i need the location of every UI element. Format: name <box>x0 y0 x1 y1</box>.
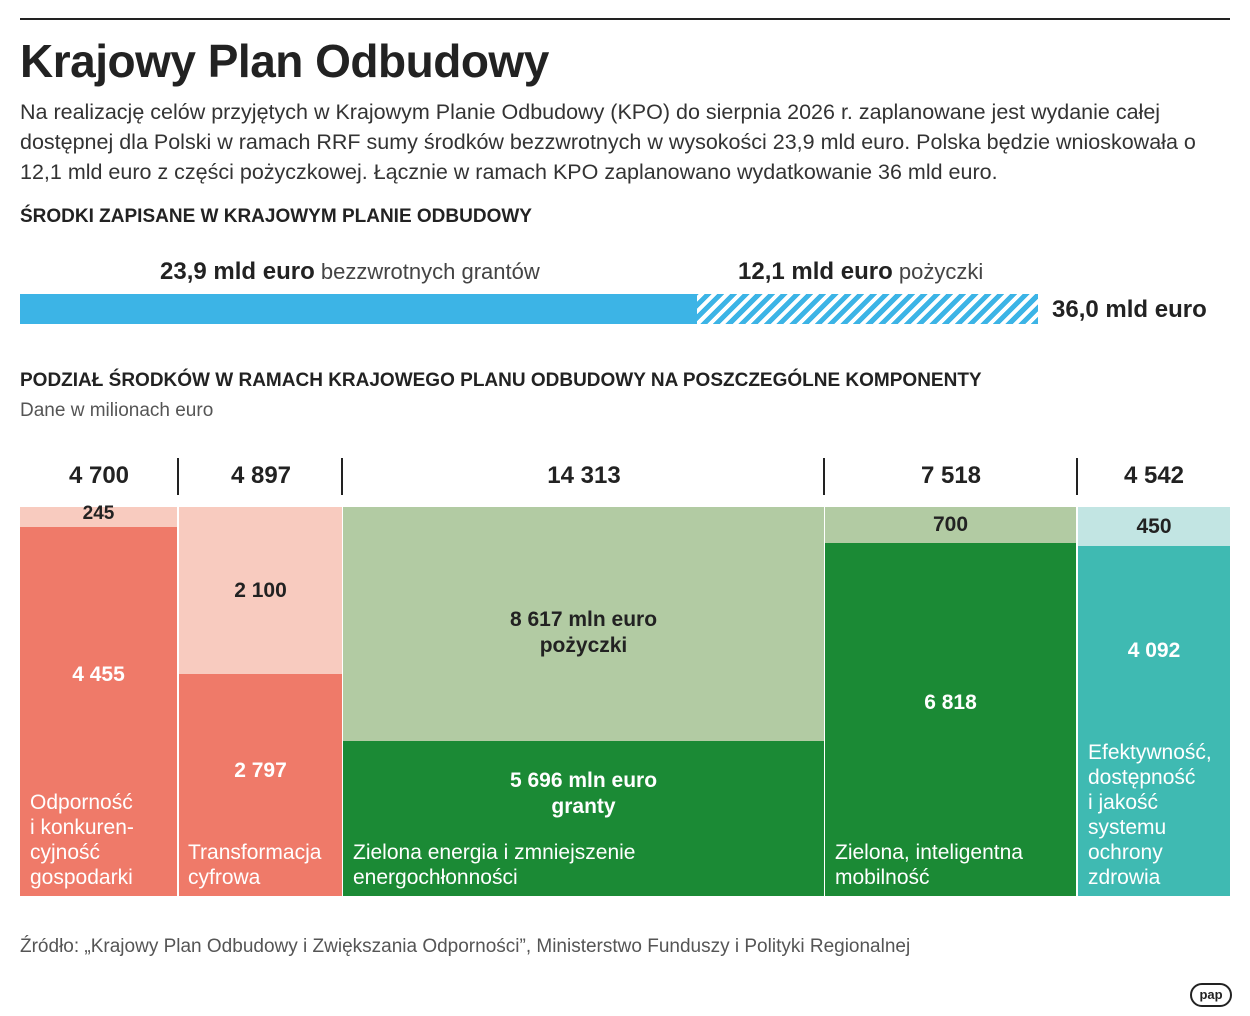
intro-paragraph: Na realizację celów przyjętych w Krajowy… <box>20 100 1196 184</box>
loans-bar <box>697 294 1038 324</box>
grant-segment: 4 455 Odporność i konkuren- cyjność gosp… <box>20 527 177 896</box>
component-label: Efektywność, dostępność i jakość systemu… <box>1088 741 1212 889</box>
funds-heading: ŚRODKI ZAPISANE W KRAJOWYM PLANIE ODBUDO… <box>20 206 532 227</box>
loans-text: pożyczki <box>898 259 984 284</box>
component-label: Zielona energia i zmniejszenie energochł… <box>353 841 636 889</box>
grant-value: 2 797 <box>234 759 287 782</box>
loan-segment: 2 100 <box>179 507 342 674</box>
pap-logo: pap <box>1190 983 1232 1007</box>
total-component-3: 14 313 <box>547 462 621 489</box>
loan-segment: 700 <box>825 507 1076 543</box>
grant-value: 6 818 <box>924 691 977 714</box>
total-component-1: 4 700 <box>68 462 130 489</box>
component-label: Zielona, inteligentna mobilność <box>835 841 1023 889</box>
column-component-3: 8 617 mln euro pożyczki 5 696 mln euro g… <box>343 507 824 896</box>
total-component-4: 7 518 <box>920 462 982 489</box>
loan-value: 245 <box>82 503 115 524</box>
grant-segment: 2 797 Transformacja cyfrowa <box>179 674 342 896</box>
grants-value: 23,9 mld euro <box>160 258 315 285</box>
column-component-4: 700 6 818 Zielona, inteligentna mobilnoś… <box>825 507 1076 896</box>
total-label: 36,0 mld euro <box>1052 296 1207 323</box>
loan-value: 2 100 <box>234 579 287 602</box>
top-rule <box>20 18 1230 20</box>
loans-label: 12,1 mld euro pożyczki <box>738 258 983 286</box>
grant-value: 5 696 mln euro granty <box>509 769 658 818</box>
component-label: Odporność i konkuren- cyjność gospodarki <box>30 791 134 889</box>
total-component-2: 4 897 <box>230 462 292 489</box>
loan-value: 450 <box>1136 515 1172 538</box>
column-component-5: 450 4 092 Efektywność, dostępność i jako… <box>1078 507 1230 896</box>
grant-segment: 6 818 Zielona, inteligentna mobilność <box>825 543 1076 896</box>
loans-value: 12,1 mld euro <box>738 258 893 285</box>
grants-label: 23,9 mld euro bezzwrotnych grantów <box>160 258 540 286</box>
component-label: Transformacja cyfrowa <box>188 841 322 889</box>
grant-value: 4 455 <box>72 663 125 686</box>
grants-bar <box>20 294 697 324</box>
units-note: Dane w milionach euro <box>20 400 214 421</box>
loan-segment: 245 <box>20 503 177 527</box>
source-note: Źródło: „Krajowy Plan Odbudowy i Zwiększ… <box>20 936 911 957</box>
column-separator <box>177 458 179 495</box>
loan-value: 8 617 mln euro pożyczki <box>509 608 658 657</box>
components-heading: PODZIAŁ ŚRODKÓW W RAMACH KRAJOWEGO PLANU… <box>20 370 982 391</box>
grant-segment: 5 696 mln euro granty Zielona energia i … <box>343 741 824 896</box>
column-component-1: 245 4 455 Odporność i konkuren- cyjność … <box>20 503 177 896</box>
column-separator <box>823 458 825 495</box>
page-title: Krajowy Plan Odbudowy <box>20 35 549 87</box>
column-separator <box>341 458 343 495</box>
loan-value: 700 <box>932 513 969 536</box>
loan-segment: 8 617 mln euro pożyczki <box>343 507 824 741</box>
grant-value: 4 092 <box>1127 639 1181 662</box>
total-component-5: 4 542 <box>1123 462 1185 489</box>
column-component-2: 2 100 2 797 Transformacja cyfrowa <box>179 507 342 896</box>
grants-text: bezzwrotnych grantów <box>320 259 540 284</box>
grant-segment: 4 092 Efektywność, dostępność i jakość s… <box>1078 546 1230 896</box>
loan-segment: 450 <box>1078 507 1230 546</box>
column-separator <box>1076 458 1078 495</box>
